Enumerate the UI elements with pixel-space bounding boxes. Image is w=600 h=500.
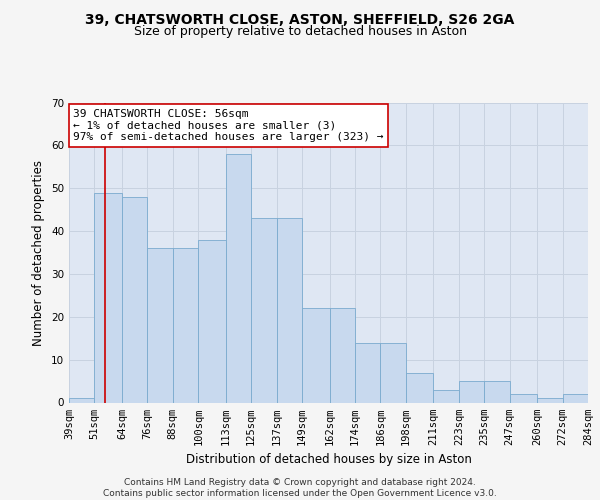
Bar [484, 381, 509, 402]
Text: Contains HM Land Registry data © Crown copyright and database right 2024.
Contai: Contains HM Land Registry data © Crown c… [103, 478, 497, 498]
X-axis label: Distribution of detached houses by size in Aston: Distribution of detached houses by size … [185, 453, 472, 466]
Bar [380, 342, 406, 402]
Text: 39, CHATSWORTH CLOSE, ASTON, SHEFFIELD, S26 2GA: 39, CHATSWORTH CLOSE, ASTON, SHEFFIELD, … [85, 12, 515, 26]
Bar [251, 218, 277, 402]
Bar [329, 308, 355, 402]
Bar [509, 394, 537, 402]
Bar [94, 192, 122, 402]
Bar [537, 398, 563, 402]
Bar [148, 248, 173, 402]
Y-axis label: Number of detached properties: Number of detached properties [32, 160, 46, 346]
Bar [277, 218, 302, 402]
Bar [173, 248, 198, 402]
Bar [226, 154, 251, 402]
Bar [433, 390, 459, 402]
Bar [122, 197, 148, 402]
Bar [406, 372, 433, 402]
Bar [355, 342, 380, 402]
Text: 39 CHATSWORTH CLOSE: 56sqm
← 1% of detached houses are smaller (3)
97% of semi-d: 39 CHATSWORTH CLOSE: 56sqm ← 1% of detac… [73, 109, 384, 142]
Bar [302, 308, 329, 402]
Bar [198, 240, 226, 402]
Bar [459, 381, 484, 402]
Bar [563, 394, 588, 402]
Text: Size of property relative to detached houses in Aston: Size of property relative to detached ho… [133, 25, 467, 38]
Bar [69, 398, 94, 402]
